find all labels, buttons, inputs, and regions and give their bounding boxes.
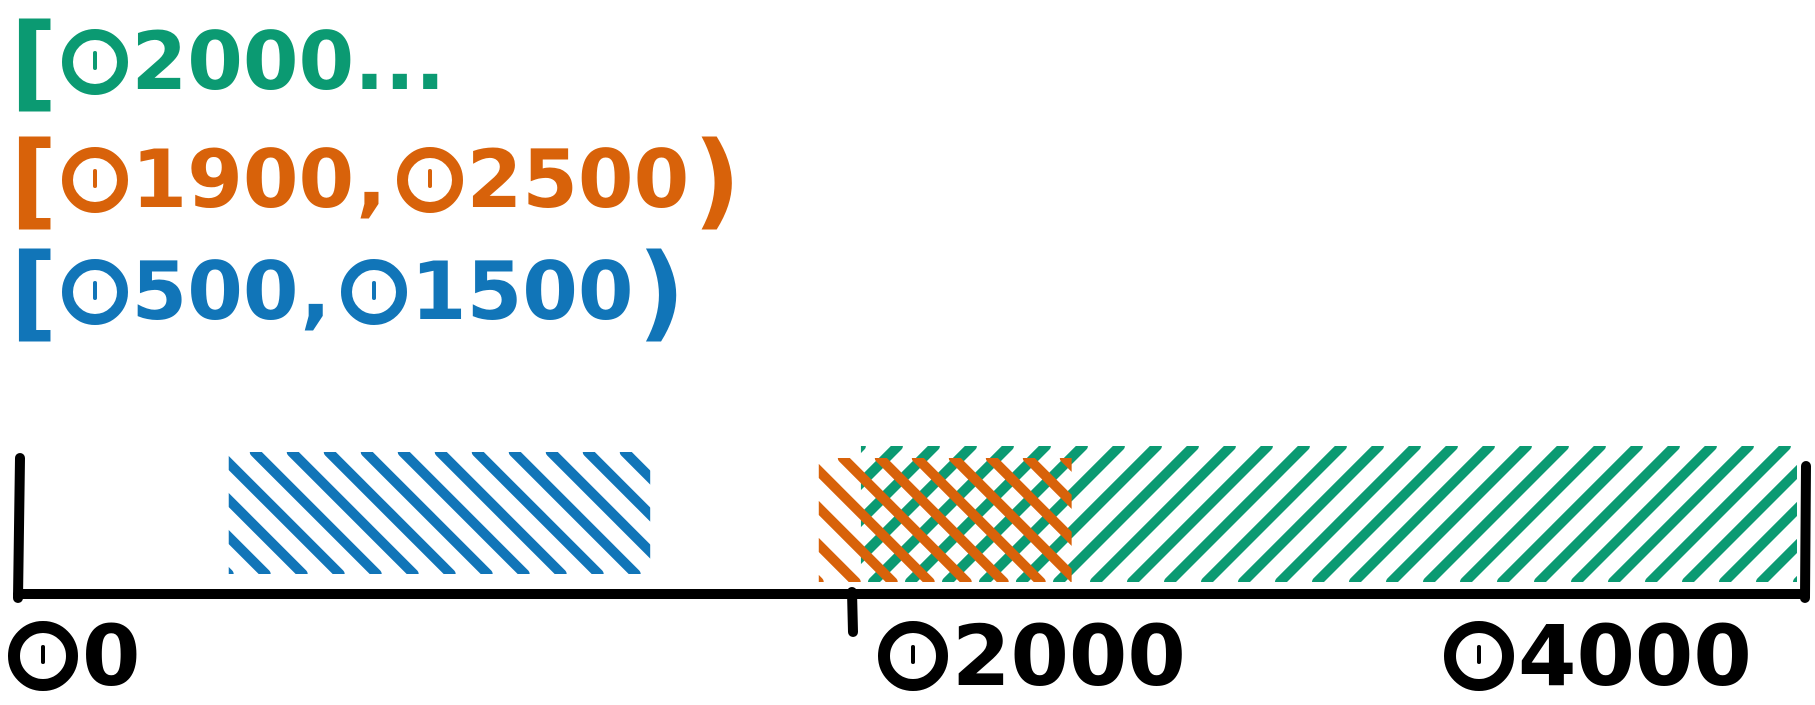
hatch-stroke — [1052, 446, 1199, 582]
clock-icon — [61, 259, 128, 325]
tick-value: 2000 — [952, 607, 1186, 705]
hatch-stroke — [1311, 446, 1458, 582]
interval-start-value: 1900 — [131, 133, 355, 226]
axis-tick-label-2000: 2000 — [874, 614, 1186, 698]
clock-icon — [61, 147, 128, 213]
tick-value: 0 — [82, 607, 141, 705]
hatch-stroke — [1163, 446, 1310, 582]
axis-right-end — [1800, 461, 1811, 603]
axis-tick-2000 — [847, 587, 858, 637]
hatch-stroke — [582, 452, 651, 522]
hatch-stroke — [1496, 446, 1643, 582]
hatch-stroke — [471, 452, 604, 574]
hatch-stroke — [1533, 446, 1680, 582]
axis-tick-label-4000: 4000 — [1440, 614, 1752, 698]
hatch-stroke — [1015, 446, 1162, 582]
hatch-stroke — [818, 537, 861, 582]
open-bracket: [ — [10, 1, 58, 123]
hatch-stroke — [948, 458, 1072, 582]
interval-start-value: 500 — [131, 245, 299, 338]
hatch-stroke — [545, 452, 651, 559]
hatch-stroke — [1570, 446, 1717, 582]
hatch-stroke — [874, 458, 1009, 582]
hatch-stroke — [1237, 446, 1384, 582]
interval-start-value: 2000 — [131, 15, 355, 108]
interval-bar-orange — [818, 458, 1072, 582]
close-bracket: ) — [637, 231, 686, 353]
clock-icon — [61, 29, 128, 95]
hatch-stroke — [434, 452, 567, 574]
hatch-stroke — [1755, 538, 1797, 582]
hatch-stroke — [1126, 446, 1273, 582]
hatch-stroke — [249, 452, 382, 574]
hatch-stroke — [228, 529, 271, 574]
interval-separator: , — [356, 133, 387, 226]
tick-value: 4000 — [1518, 607, 1752, 705]
interval-end-value: 2500 — [466, 133, 690, 226]
interval-end-value: 1500 — [410, 245, 634, 338]
hatch-stroke — [736, 452, 858, 574]
clock-icon — [1444, 621, 1514, 691]
hatch-stroke — [662, 452, 784, 574]
hatch-stroke — [911, 458, 1046, 582]
interval-separator: , — [300, 245, 331, 338]
clock-icon — [396, 147, 463, 213]
hatch-stroke — [1022, 458, 1072, 509]
hatch-stroke — [397, 452, 530, 574]
open-bracket: [ — [10, 231, 58, 353]
hatch-stroke — [860, 446, 903, 491]
interval-open-ended-ellipsis: ... — [354, 15, 446, 108]
hatch-stroke — [619, 452, 651, 485]
interval-label-blue: [ 500 , 1500 ) — [10, 240, 685, 344]
hatch-stroke — [1089, 446, 1236, 582]
clock-icon — [340, 259, 407, 325]
hatch-stroke — [286, 452, 419, 574]
hatch-stroke — [1459, 446, 1606, 582]
hatch-stroke — [1348, 446, 1495, 582]
interval-label-green: [ 2000 ... — [10, 10, 445, 114]
hatch-stroke — [1607, 446, 1754, 582]
hatch-stroke — [1385, 446, 1532, 582]
hatch-stroke — [228, 492, 308, 574]
hatch-stroke — [228, 455, 345, 574]
hatch-stroke — [1681, 464, 1797, 582]
hatch-stroke — [1200, 446, 1347, 582]
hatch-stroke — [985, 458, 1072, 546]
close-bracket: ) — [693, 119, 741, 241]
hatch-stroke — [508, 452, 641, 574]
hatch-stroke — [1274, 446, 1421, 582]
hatch-stroke — [323, 452, 456, 574]
axis-left-end — [13, 453, 25, 603]
hatch-stroke — [818, 574, 824, 582]
hatch-stroke — [1718, 501, 1797, 582]
open-bracket: [ — [10, 119, 58, 241]
hatch-stroke — [837, 458, 972, 582]
hatch-stroke — [699, 452, 821, 574]
hatch-stroke — [818, 463, 935, 582]
axis-tick-label-0: 0 — [4, 614, 140, 698]
clock-icon — [8, 621, 78, 691]
clock-icon — [878, 621, 948, 691]
hatch-stroke — [360, 452, 493, 574]
hatch-stroke — [1422, 446, 1569, 582]
hatch-stroke — [228, 566, 234, 574]
interval-label-orange: [ 1900 , 2500 ) — [10, 128, 741, 232]
interval-bar-blue — [228, 452, 858, 574]
hatch-stroke — [818, 500, 898, 582]
hatch-stroke — [1644, 446, 1791, 582]
